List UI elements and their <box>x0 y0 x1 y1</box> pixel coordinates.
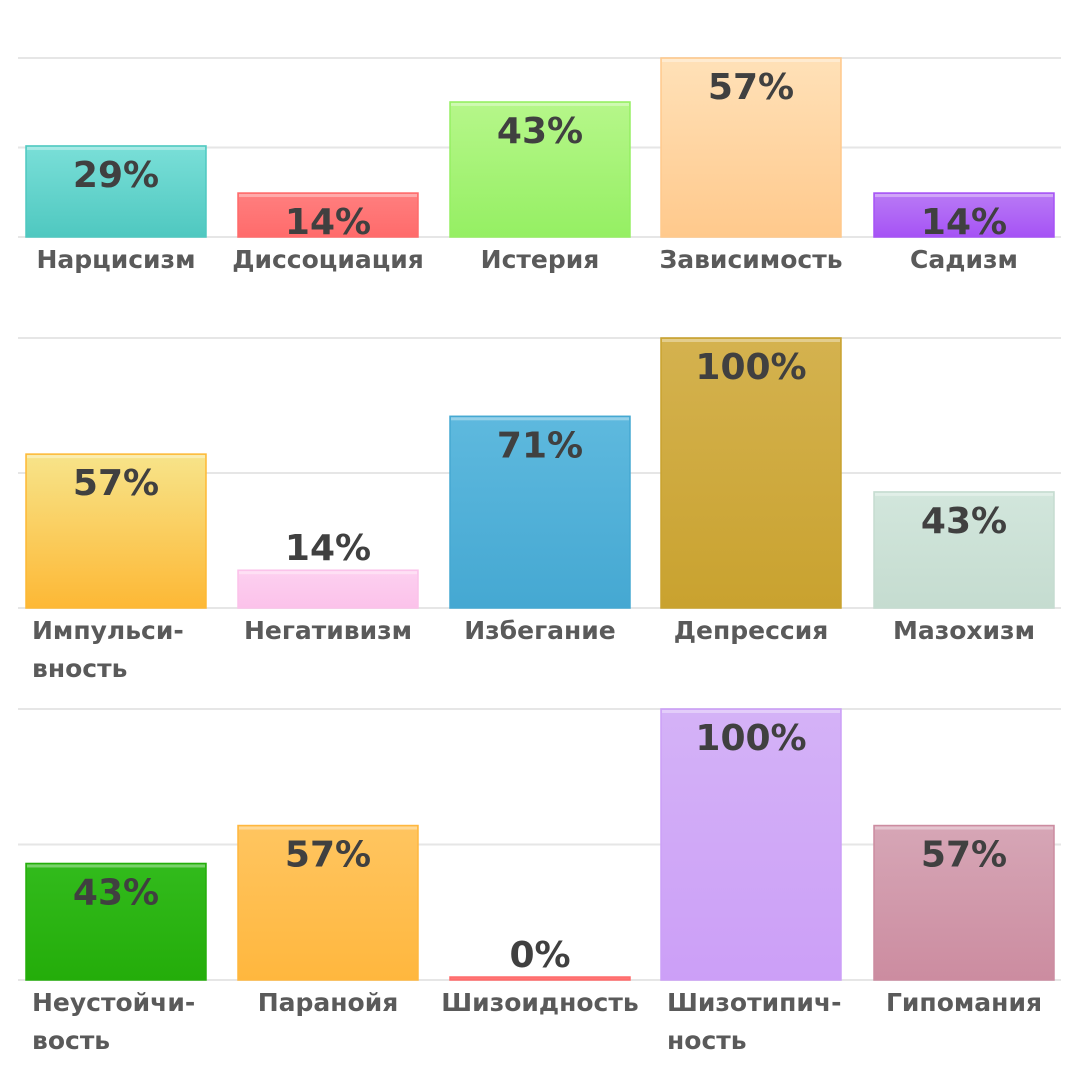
value-label: 57% <box>73 463 159 504</box>
category-label: Нарцисизм <box>36 245 195 274</box>
bar <box>873 491 1055 609</box>
bar-highlight <box>451 102 629 106</box>
value-label: 100% <box>695 347 806 388</box>
bar-highlight <box>662 710 840 713</box>
chart-panel: 57% Импульси-вность 14% Негативизм 71% Избега… <box>18 337 1061 683</box>
chart-panel: 43% Неустойчи-вость 57% Паранойя 0% Шизоиднос… <box>18 708 1061 1055</box>
value-label: 43% <box>497 111 583 152</box>
value-label: 14% <box>921 202 1007 243</box>
category-label: Шизоидность <box>441 988 638 1017</box>
value-label: 57% <box>708 67 794 108</box>
bar <box>873 192 1055 238</box>
bar-highlight <box>239 826 417 830</box>
bar <box>25 453 207 609</box>
category-label: Негативизм <box>244 616 412 645</box>
category-label: Зависимость <box>659 245 842 274</box>
category-label: Садизм <box>910 245 1018 274</box>
bar <box>25 862 207 981</box>
bar <box>873 824 1055 981</box>
value-label: 14% <box>285 202 371 243</box>
bar-highlight <box>662 339 840 342</box>
bar <box>237 569 419 609</box>
category-label: Истерия <box>481 245 600 274</box>
category-label: Шизотипич-ность <box>667 988 841 1055</box>
bar <box>660 57 842 238</box>
category-label: Неустойчи-вость <box>32 988 195 1055</box>
category-label: Импульси-вность <box>32 616 184 683</box>
bar-highlight <box>875 826 1053 830</box>
bar-highlight <box>27 864 205 868</box>
value-label: 57% <box>285 835 371 876</box>
chart-panel: 29%Нарцисизм14%Диссоциация43%Истерия57%З… <box>18 57 1061 274</box>
category-label: Избегание <box>464 616 616 645</box>
bar <box>237 824 419 981</box>
bar <box>660 708 842 981</box>
value-label: 0% <box>509 935 570 976</box>
value-label: 29% <box>73 155 159 196</box>
category-label: Диссоциация <box>232 245 424 274</box>
bar-highlight <box>875 194 1053 198</box>
bar-highlight <box>239 194 417 198</box>
bar-highlight <box>451 417 629 421</box>
bar <box>449 101 631 238</box>
bar-highlight <box>27 455 205 459</box>
value-label: 100% <box>695 718 806 759</box>
bar-highlight <box>239 571 417 575</box>
value-label: 14% <box>285 528 371 569</box>
category-label: Гипомания <box>886 988 1042 1017</box>
bar <box>25 145 207 238</box>
bar <box>449 415 631 609</box>
bar <box>660 337 842 609</box>
bar <box>237 192 419 238</box>
value-label: 43% <box>921 501 1007 542</box>
value-label: 71% <box>497 425 583 466</box>
bar-highlight <box>662 59 840 62</box>
category-label: Депрессия <box>674 616 829 645</box>
bar-highlight <box>875 492 1053 496</box>
bar <box>449 976 631 981</box>
value-label: 43% <box>73 872 159 913</box>
category-label: Паранойя <box>258 988 399 1017</box>
bar-highlight <box>27 146 205 150</box>
category-label: Мазохизм <box>893 616 1035 645</box>
value-label: 57% <box>921 835 1007 876</box>
